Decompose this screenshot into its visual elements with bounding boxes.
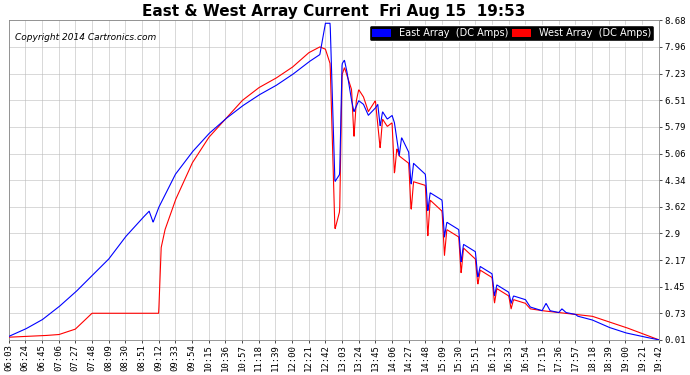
Legend: East Array  (DC Amps), West Array  (DC Amps): East Array (DC Amps), West Array (DC Amp…	[369, 25, 654, 41]
Text: Copyright 2014 Cartronics.com: Copyright 2014 Cartronics.com	[15, 33, 157, 42]
Title: East & West Array Current  Fri Aug 15  19:53: East & West Array Current Fri Aug 15 19:…	[142, 4, 525, 19]
